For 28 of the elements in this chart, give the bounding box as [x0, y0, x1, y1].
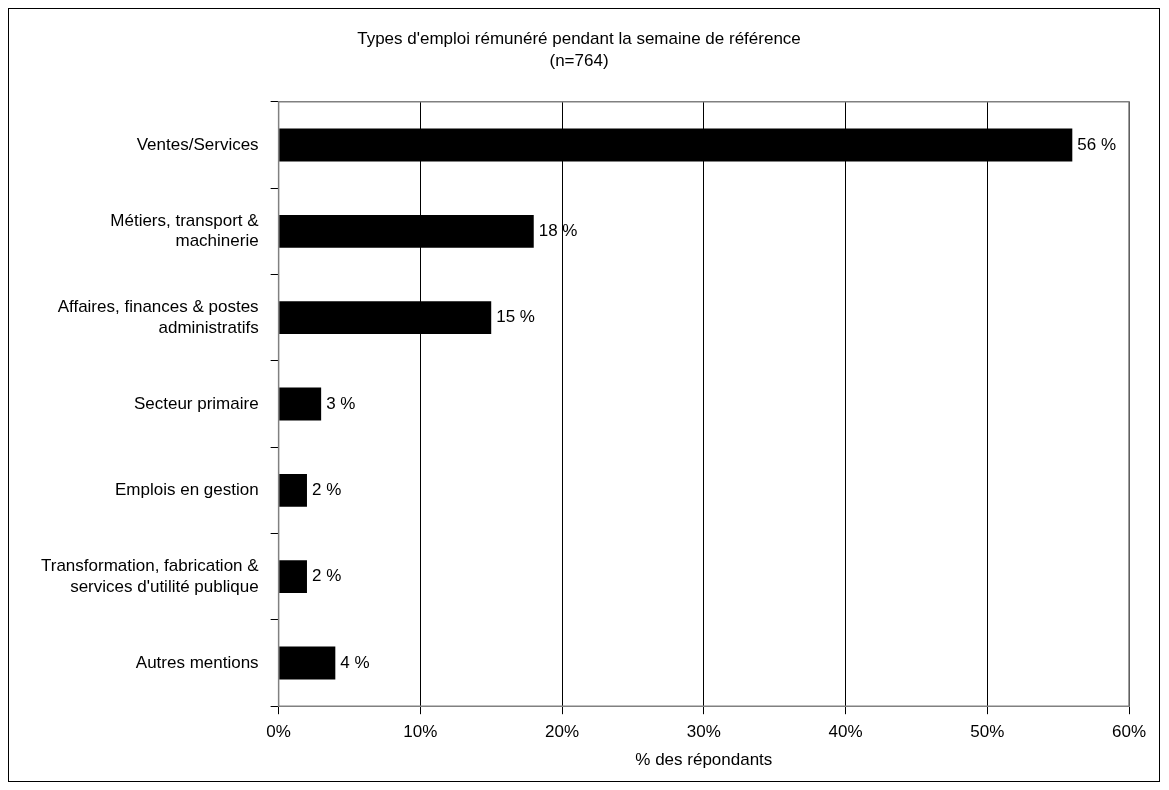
bar: [279, 560, 307, 594]
x-tick-label: 10%: [403, 722, 438, 742]
x-tick-label: 30%: [686, 722, 721, 742]
y-tick-label: Secteur primaire: [133, 393, 259, 413]
y-tick-label: Métiers, transport & machinerie: [110, 210, 260, 251]
x-tick-label: 40%: [828, 722, 863, 742]
chart-title: Types d'emploi rémunéré pendant la semaine de référence: [357, 28, 801, 48]
data-label: 3 %: [326, 393, 356, 413]
bar: [279, 646, 336, 680]
data-label: 18 %: [538, 221, 578, 240]
data-label: 4 %: [340, 652, 370, 672]
bar: [279, 473, 307, 507]
chart-subtitle: (n=764): [549, 51, 609, 71]
bar: [279, 387, 322, 421]
x-tick-label: 60%: [1111, 722, 1147, 742]
y-tick-label: Autres mentions: [135, 652, 259, 672]
x-tick-label: 20%: [545, 722, 580, 742]
x-axis-title: % des répondants: [635, 750, 773, 770]
data-label: 56 %: [1077, 134, 1117, 154]
x-tick-label: 0%: [266, 722, 291, 742]
x-tick-label: 50%: [970, 722, 1005, 742]
y-tick-label: Ventes/Services: [136, 134, 259, 154]
data-label: 15 %: [496, 307, 535, 327]
y-tick-label: Affaires, finances & postes administratifs: [57, 297, 259, 337]
y-tick-label: Emplois en gestion: [114, 480, 259, 500]
data-label: 2 %: [311, 566, 342, 586]
y-tick-label: Transformation, fabrication & services d'utilité publique: [40, 556, 260, 596]
data-label: 2 %: [311, 480, 342, 500]
